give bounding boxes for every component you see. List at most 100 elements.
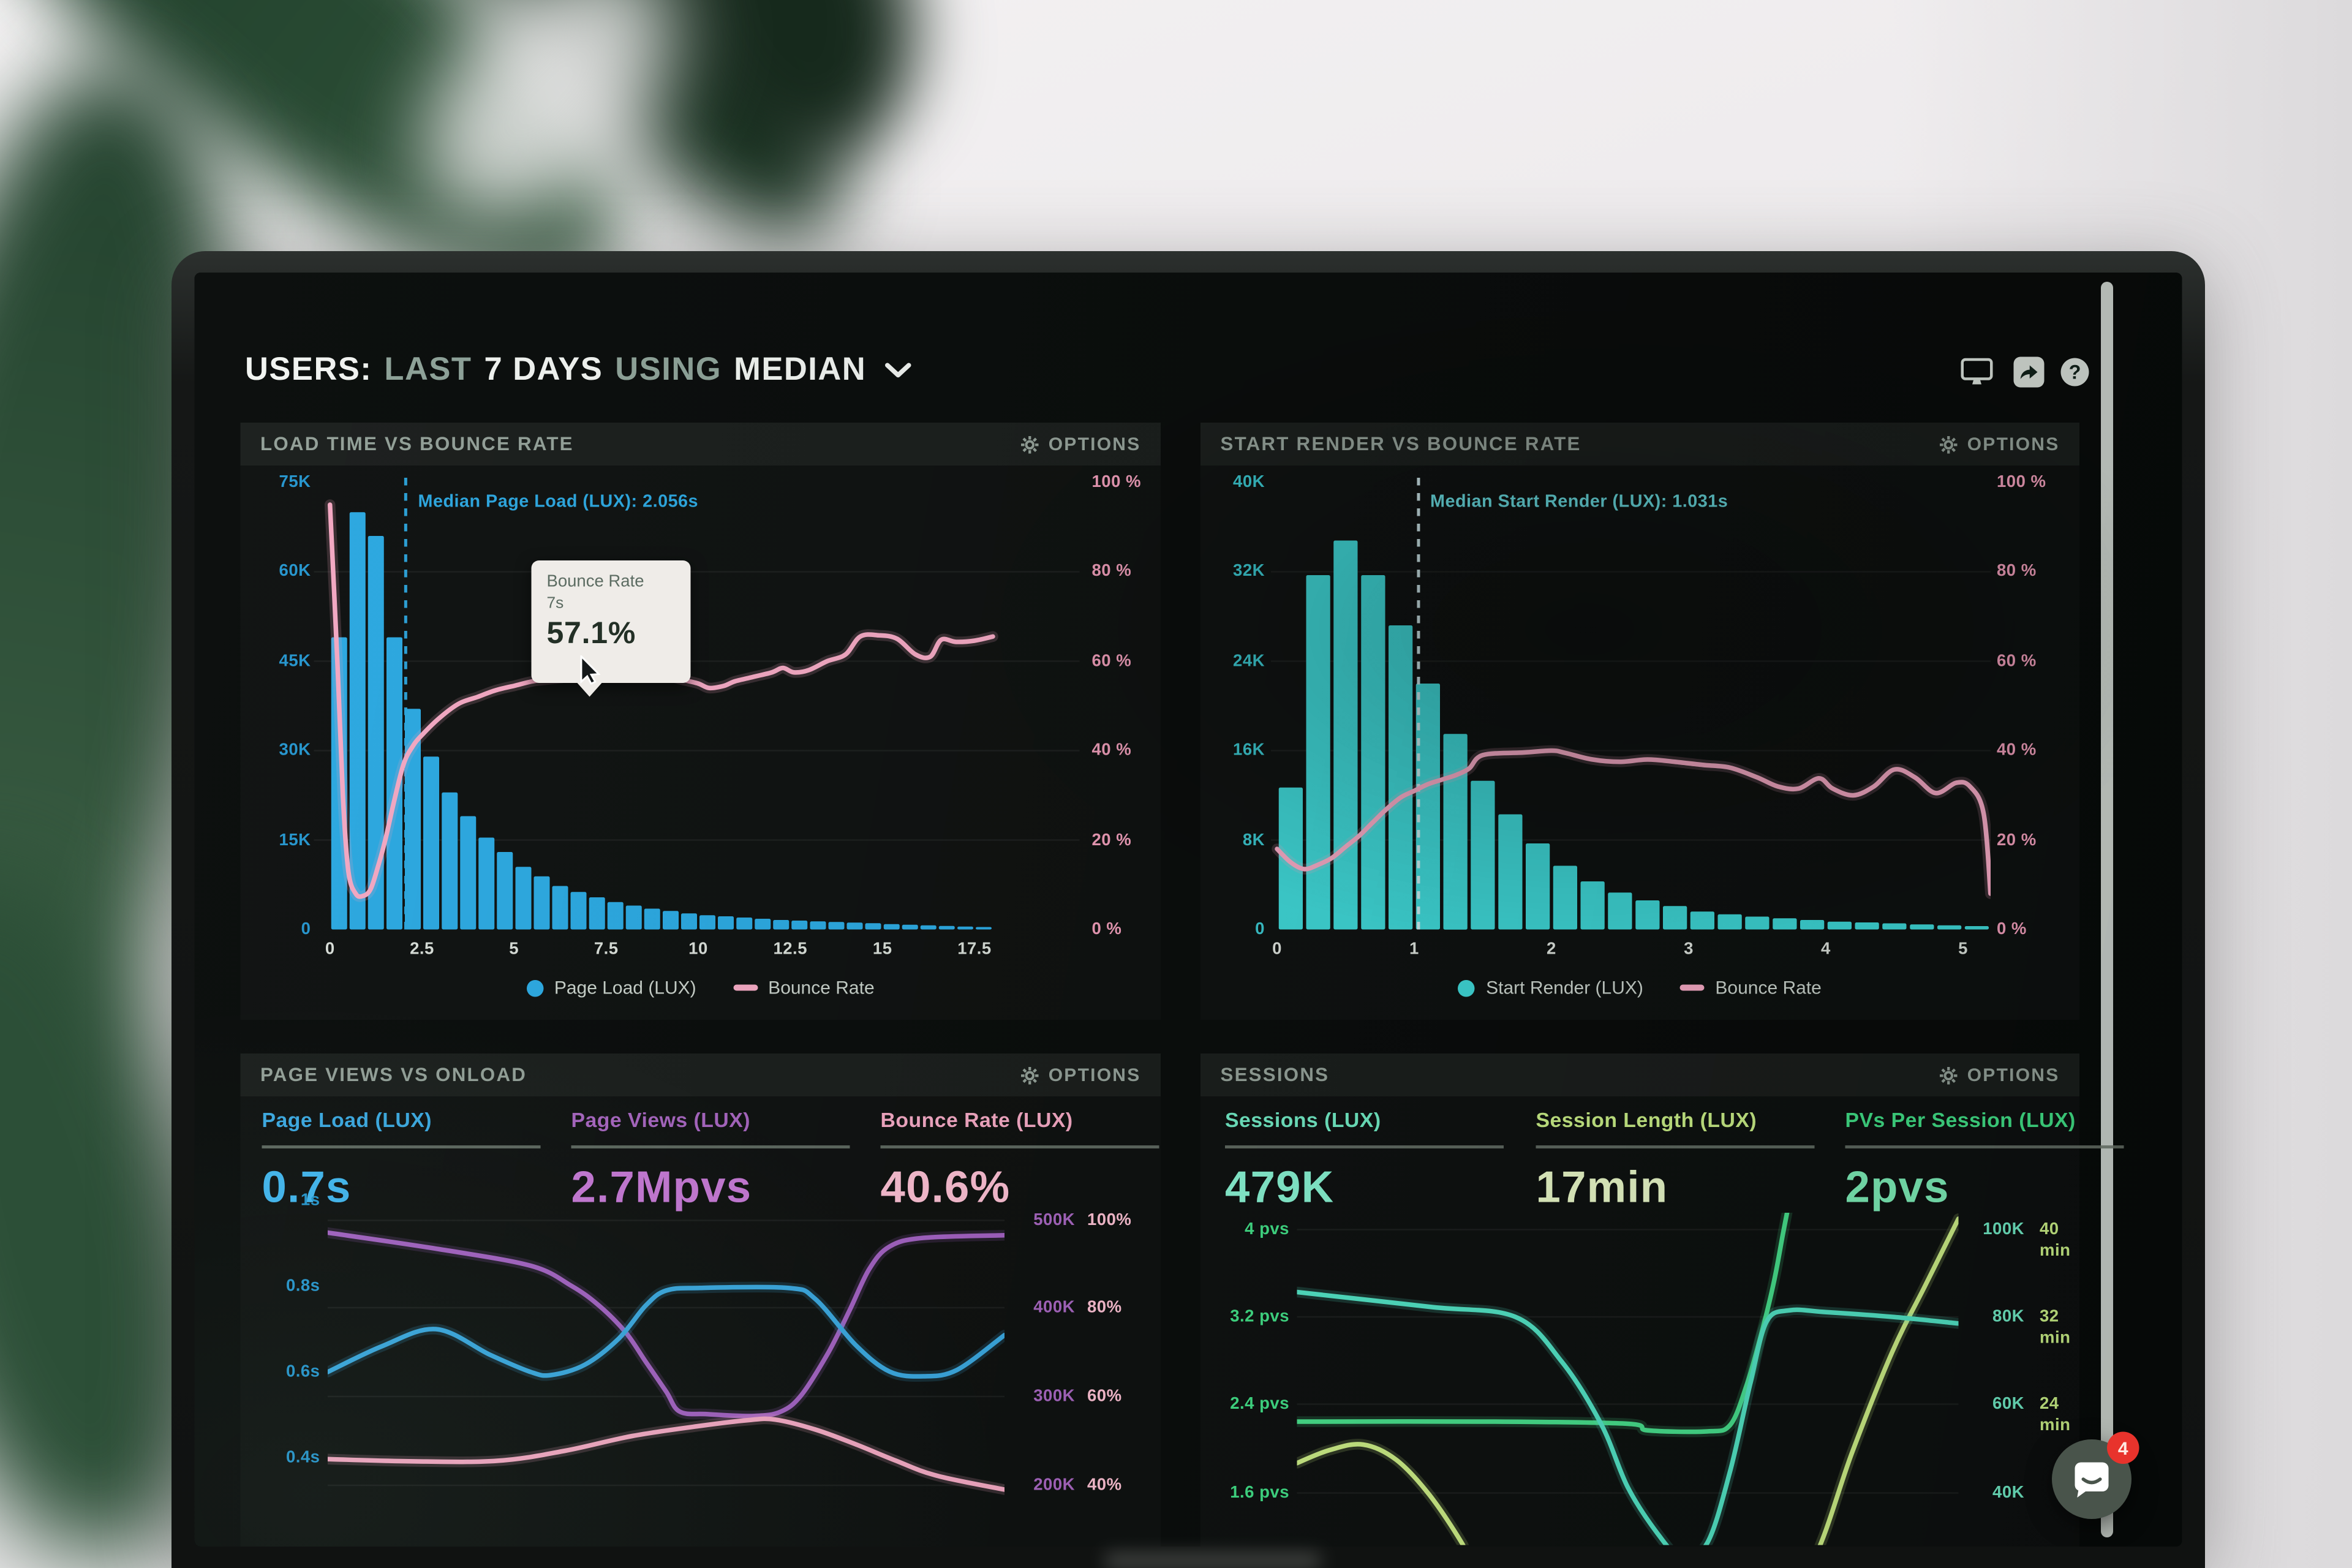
legend: Page Load (LUX) Bounce Rate <box>241 977 1161 998</box>
header-users: USERS: <box>245 352 372 388</box>
axis-label: 15 <box>872 940 892 959</box>
header-days: 7 DAYS <box>484 352 603 388</box>
axis-label: 400K <box>1033 1298 1075 1317</box>
axis-label: 4 pvs <box>1245 1220 1289 1239</box>
gridlines <box>314 571 1080 841</box>
options-button[interactable]: OPTIONS <box>1019 434 1140 455</box>
axis-label: 12.5 <box>773 940 808 959</box>
axis-label: 20 % <box>1091 831 1132 850</box>
chevron-down-icon <box>884 363 911 379</box>
axis-label: 40 min <box>2040 1220 2071 1261</box>
median-annotation: Median Start Render (LUX): 1.031s <box>1430 493 1728 511</box>
axis-label: 40 % <box>1997 741 2037 760</box>
axis-label: 0 % <box>1091 920 1122 939</box>
axis-label: 32 min <box>2040 1308 2071 1348</box>
axis-label: 100K <box>1983 1220 2024 1239</box>
metric-page-load: Page Load (LUX) 0.7s <box>262 1109 541 1215</box>
chat-bubble-icon <box>2075 1462 2109 1498</box>
share-icon[interactable] <box>2013 356 2045 396</box>
panel-title: SESSIONS <box>1220 1064 1330 1086</box>
metric-divider <box>1225 1145 1504 1148</box>
metric-page-views: Page Views (LUX) 2.7Mpvs <box>571 1109 850 1215</box>
metric-label: Session Length (LUX) <box>1536 1109 1757 1132</box>
axis-label: 3 <box>1684 940 1694 959</box>
axis-label: 0 <box>301 920 311 939</box>
metric-label: Sessions (LUX) <box>1225 1109 1381 1132</box>
axis-label: 0 % <box>1997 920 2027 939</box>
gear-icon <box>1939 1066 1957 1084</box>
line-series <box>328 1230 1005 1419</box>
legend-item-bounce-rate[interactable]: Bounce Rate <box>1679 977 1822 998</box>
tooltip-value: 57.1% <box>546 617 636 651</box>
panel-load-time-vs-bounce-rate: LOAD TIME VS BOUNCE RATE OPTIONS Median … <box>240 423 1161 1020</box>
chat-launcher[interactable]: 4 <box>2052 1431 2139 1519</box>
scrollbar-thumb[interactable] <box>2101 282 2113 1537</box>
panel-sessions: SESSIONS OPTIONS Sessions (LUX) 479K Ses… <box>1200 1054 2124 1547</box>
metric-value: 0.7s <box>262 1164 352 1213</box>
line-series <box>1297 1216 1959 1545</box>
options-button[interactable]: OPTIONS <box>1019 1065 1140 1086</box>
metric-label: Bounce Rate (LUX) <box>880 1109 1073 1132</box>
legend-item-start-render[interactable]: Start Render (LUX) <box>1458 977 1643 998</box>
legend: Start Render (LUX) Bounce Rate <box>1200 977 2079 998</box>
chart-sessions[interactable] <box>1297 1213 1959 1545</box>
axis-label: 60% <box>1087 1387 1122 1406</box>
metric-value: 479K <box>1225 1164 1335 1213</box>
panel-header: SESSIONS OPTIONS <box>1200 1054 2079 1096</box>
axis-label: 30K <box>279 741 311 760</box>
notification-badge: 4 <box>2107 1431 2139 1464</box>
laptop-logo-smudge <box>1106 1554 1320 1568</box>
axis-label: 60K <box>1992 1395 2024 1414</box>
metric-bounce-rate: Bounce Rate (LUX) 40.6% <box>880 1109 1159 1215</box>
axis-label: 45K <box>279 652 311 671</box>
panel-start-render-vs-bounce-rate: START RENDER VS BOUNCE RATE OPTIONS Medi… <box>1200 423 2079 1020</box>
axis-label: 24K <box>1233 652 1265 671</box>
header-last: LAST <box>384 352 472 388</box>
chart-start-render-vs-bounce-rate[interactable] <box>1271 472 1991 934</box>
options-button[interactable]: OPTIONS <box>1938 1065 2059 1086</box>
tooltip-series: Bounce Rate <box>546 573 644 591</box>
tooltip: Bounce Rate 7s 57.1% <box>531 560 691 697</box>
axis-label: 200K <box>1033 1476 1075 1494</box>
line-series <box>1297 1213 1790 1434</box>
display-icon[interactable] <box>1960 357 1994 396</box>
series-line-icon <box>1679 984 1705 991</box>
svg-text:?: ? <box>2069 361 2081 383</box>
axis-label: 15K <box>279 831 311 850</box>
axis-label: 10 <box>688 940 708 959</box>
axis-label: 60 % <box>1997 652 2037 671</box>
legend-item-page-load[interactable]: Page Load (LUX) <box>526 977 696 998</box>
metric-divider <box>262 1145 541 1148</box>
options-button[interactable]: OPTIONS <box>1938 434 2059 455</box>
laptop: USERS: LAST 7 DAYS USING MEDIAN <box>172 251 2205 1568</box>
panel-title: LOAD TIME VS BOUNCE RATE <box>260 433 574 455</box>
chart-page-views-vs-onload[interactable] <box>328 1213 1005 1545</box>
metric-session-length: Session Length (LUX) 17min <box>1536 1109 1815 1215</box>
metric-label: Page Load (LUX) <box>262 1109 432 1132</box>
median-annotation: Median Page Load (LUX): 2.056s <box>418 493 699 511</box>
gear-icon <box>1939 435 1957 453</box>
gridlines <box>328 1219 1005 1487</box>
gear-icon <box>1020 435 1038 453</box>
line-series <box>1297 1289 1959 1545</box>
panel-title: START RENDER VS BOUNCE RATE <box>1220 433 1581 455</box>
metric-divider <box>1845 1145 2124 1148</box>
users-range-selector[interactable]: USERS: LAST 7 DAYS USING MEDIAN <box>245 352 911 389</box>
axis-label: 32K <box>1233 562 1265 581</box>
axis-label: 40K <box>1233 473 1265 492</box>
help-icon[interactable]: ? <box>2060 357 2090 396</box>
axis-label: 5 <box>509 940 519 959</box>
axis-label: 100% <box>1087 1211 1132 1230</box>
chart-load-time-vs-bounce-rate[interactable] <box>314 472 1080 934</box>
series-line-icon <box>733 984 758 991</box>
line-glow <box>328 1281 1005 1382</box>
axis-label: 0.8s <box>285 1277 320 1295</box>
line-series <box>328 1416 1005 1492</box>
axis-label: 0 <box>1272 940 1282 959</box>
axis-label: 80K <box>1992 1308 2024 1326</box>
bars-page-load <box>331 512 992 930</box>
axis-label: 1 <box>1409 940 1419 959</box>
legend-item-bounce-rate[interactable]: Bounce Rate <box>733 977 875 998</box>
line-series <box>328 1284 1005 1379</box>
